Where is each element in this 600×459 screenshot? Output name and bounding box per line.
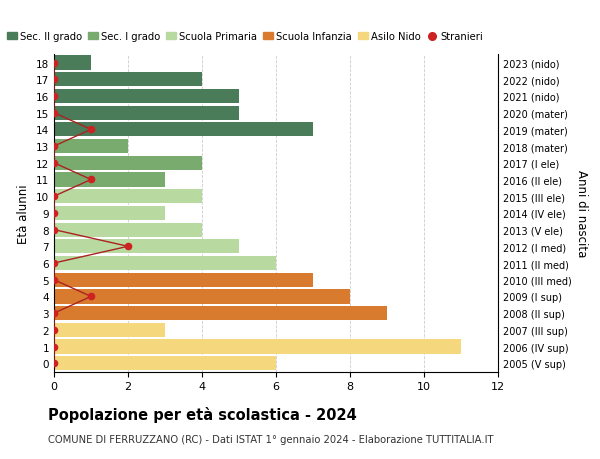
Bar — [54, 56, 91, 71]
Bar — [54, 340, 461, 354]
Bar — [54, 123, 313, 137]
Bar — [54, 356, 276, 370]
Bar — [54, 207, 165, 220]
Bar — [54, 140, 128, 154]
Bar — [54, 190, 202, 204]
Text: Popolazione per età scolastica - 2024: Popolazione per età scolastica - 2024 — [48, 406, 357, 422]
Bar — [54, 290, 350, 304]
Bar — [54, 73, 202, 87]
Y-axis label: Età alunni: Età alunni — [17, 184, 31, 243]
Bar — [54, 106, 239, 121]
Bar — [54, 157, 202, 170]
Bar — [54, 173, 165, 187]
Text: COMUNE DI FERRUZZANO (RC) - Dati ISTAT 1° gennaio 2024 - Elaborazione TUTTITALIA: COMUNE DI FERRUZZANO (RC) - Dati ISTAT 1… — [48, 434, 493, 444]
Y-axis label: Anni di nascita: Anni di nascita — [575, 170, 588, 257]
Bar — [54, 223, 202, 237]
Legend: Sec. II grado, Sec. I grado, Scuola Primaria, Scuola Infanzia, Asilo Nido, Stran: Sec. II grado, Sec. I grado, Scuola Prim… — [3, 28, 487, 46]
Bar — [54, 273, 313, 287]
Bar — [54, 323, 165, 337]
Bar — [54, 257, 276, 270]
Bar — [54, 240, 239, 254]
Bar — [54, 90, 239, 104]
Bar — [54, 306, 387, 320]
